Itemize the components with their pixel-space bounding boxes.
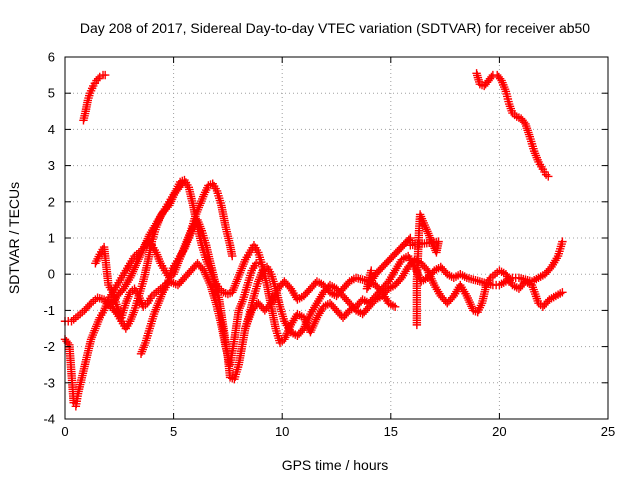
y-tick-label: 2 [48, 194, 55, 209]
data-point-fill [380, 260, 390, 269]
data-point-fill [398, 242, 407, 251]
axis-ticks: 0 5 10 15 20 25 -4 -3 -2 -1 0 1 2 3 4 5 6 [43, 50, 615, 440]
data-point-fill [404, 235, 413, 244]
data-points [60, 69, 567, 411]
data-point-fill [376, 265, 385, 274]
data-point-fill [384, 256, 393, 266]
data-point [228, 251, 237, 261]
grid [65, 57, 608, 419]
y-tick-label: 0 [48, 267, 55, 282]
data-point-fill [396, 243, 406, 253]
data-point [390, 302, 400, 311]
y-tick-label: 4 [48, 122, 55, 137]
data-point-fill [395, 245, 404, 254]
x-tick-label: 15 [384, 424, 398, 439]
data-point-fill [387, 253, 396, 262]
x-axis-label: GPS time / hours [282, 457, 389, 473]
data-point-fill [391, 248, 401, 258]
x-tick-label: 10 [275, 424, 289, 439]
data-point [251, 259, 261, 268]
y-tick-label: 1 [48, 231, 55, 246]
y-tick-label: -3 [43, 375, 55, 390]
data-point-fill [377, 263, 387, 272]
chart-title: Day 208 of 2017, Sidereal Day-to-day VTE… [80, 20, 590, 36]
x-tick-label: 20 [492, 424, 506, 439]
y-tick-label: 6 [48, 50, 55, 65]
data-point-fill [374, 266, 383, 276]
data-point [558, 288, 567, 297]
x-tick-label: 5 [170, 424, 177, 439]
y-tick-label: -1 [43, 303, 55, 318]
y-tick-label: 5 [48, 86, 55, 101]
data-point [544, 172, 553, 181]
data-point-fill [379, 261, 388, 271]
y-axis-label: SDTVAR / TECUs [6, 182, 22, 294]
data-point [558, 237, 567, 246]
y-tick-label: 3 [48, 158, 55, 173]
data-point-fill [393, 246, 402, 256]
data-point-fill [382, 258, 391, 267]
data-point [367, 266, 376, 275]
x-tick-label: 25 [601, 424, 615, 439]
y-tick-label: -2 [43, 339, 55, 354]
data-point-fill [402, 237, 412, 246]
x-tick-label: 0 [61, 424, 68, 439]
y-tick-label: -4 [43, 412, 55, 427]
data-point-fill [385, 255, 395, 264]
data-point [178, 179, 187, 188]
data-point-fill [390, 250, 399, 259]
data-point [100, 70, 110, 80]
